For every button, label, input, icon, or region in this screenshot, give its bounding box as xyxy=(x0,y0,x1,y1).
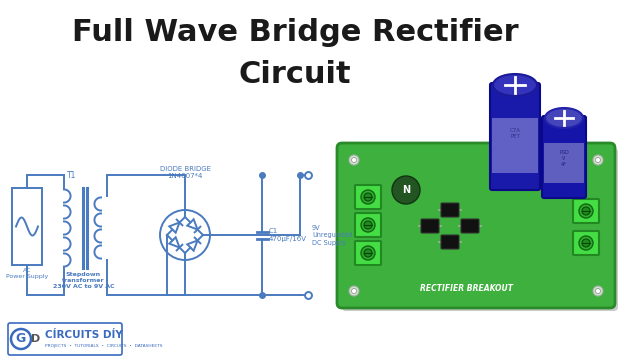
FancyBboxPatch shape xyxy=(544,143,584,183)
Ellipse shape xyxy=(545,108,583,128)
Text: D: D xyxy=(31,334,40,344)
Circle shape xyxy=(579,204,593,218)
Circle shape xyxy=(579,236,593,250)
Text: G: G xyxy=(16,333,26,346)
Circle shape xyxy=(364,249,372,257)
Text: PSD
V
4F: PSD V 4F xyxy=(559,150,569,167)
Circle shape xyxy=(361,246,375,260)
Circle shape xyxy=(392,176,420,204)
Text: PROJECTS  •  TUTORIALS  •  CIRCUITS  •  DATASHEETS: PROJECTS • TUTORIALS • CIRCUITS • DATASH… xyxy=(45,344,163,348)
Text: RECTIFIER BREAKOUT: RECTIFIER BREAKOUT xyxy=(419,284,513,293)
Circle shape xyxy=(349,155,359,165)
Text: CÍRCUITS DÍY: CÍRCUITS DÍY xyxy=(45,330,123,340)
Circle shape xyxy=(361,190,375,204)
FancyBboxPatch shape xyxy=(421,219,439,233)
Text: C7A
PET: C7A PET xyxy=(509,128,520,139)
FancyBboxPatch shape xyxy=(337,143,615,308)
Circle shape xyxy=(582,207,590,215)
Ellipse shape xyxy=(493,74,537,96)
Text: 9V
Unregulated
DC Supply: 9V Unregulated DC Supply xyxy=(312,225,353,246)
Text: T1: T1 xyxy=(67,171,77,180)
FancyBboxPatch shape xyxy=(461,219,479,233)
Circle shape xyxy=(349,286,359,296)
Circle shape xyxy=(582,239,590,247)
Circle shape xyxy=(593,286,603,296)
Circle shape xyxy=(364,221,372,229)
Circle shape xyxy=(351,158,356,162)
FancyBboxPatch shape xyxy=(492,118,538,173)
Circle shape xyxy=(351,288,356,293)
Text: Stepdown
transformer
230V AC to 9V AC: Stepdown transformer 230V AC to 9V AC xyxy=(52,272,115,289)
FancyBboxPatch shape xyxy=(355,213,381,237)
Text: Full Wave Bridge Rectifier: Full Wave Bridge Rectifier xyxy=(72,18,518,47)
FancyBboxPatch shape xyxy=(342,148,618,311)
Text: 1N4007*4: 1N4007*4 xyxy=(167,173,203,179)
FancyBboxPatch shape xyxy=(355,185,381,209)
FancyBboxPatch shape xyxy=(490,83,540,190)
FancyBboxPatch shape xyxy=(441,203,459,217)
Text: AC
Power Supply: AC Power Supply xyxy=(6,268,48,279)
Circle shape xyxy=(595,158,600,162)
FancyBboxPatch shape xyxy=(573,199,599,223)
Circle shape xyxy=(593,155,603,165)
Circle shape xyxy=(595,288,600,293)
Text: C1
470μF/16V: C1 470μF/16V xyxy=(269,228,307,242)
Text: N: N xyxy=(402,185,410,195)
FancyBboxPatch shape xyxy=(8,323,122,355)
Circle shape xyxy=(361,218,375,232)
Circle shape xyxy=(364,193,372,201)
Circle shape xyxy=(11,329,31,349)
FancyBboxPatch shape xyxy=(441,235,459,249)
Text: Circuit: Circuit xyxy=(239,60,351,89)
FancyBboxPatch shape xyxy=(542,116,586,198)
FancyBboxPatch shape xyxy=(573,231,599,255)
Text: DIODE BRIDGE: DIODE BRIDGE xyxy=(159,166,211,172)
FancyBboxPatch shape xyxy=(355,241,381,265)
